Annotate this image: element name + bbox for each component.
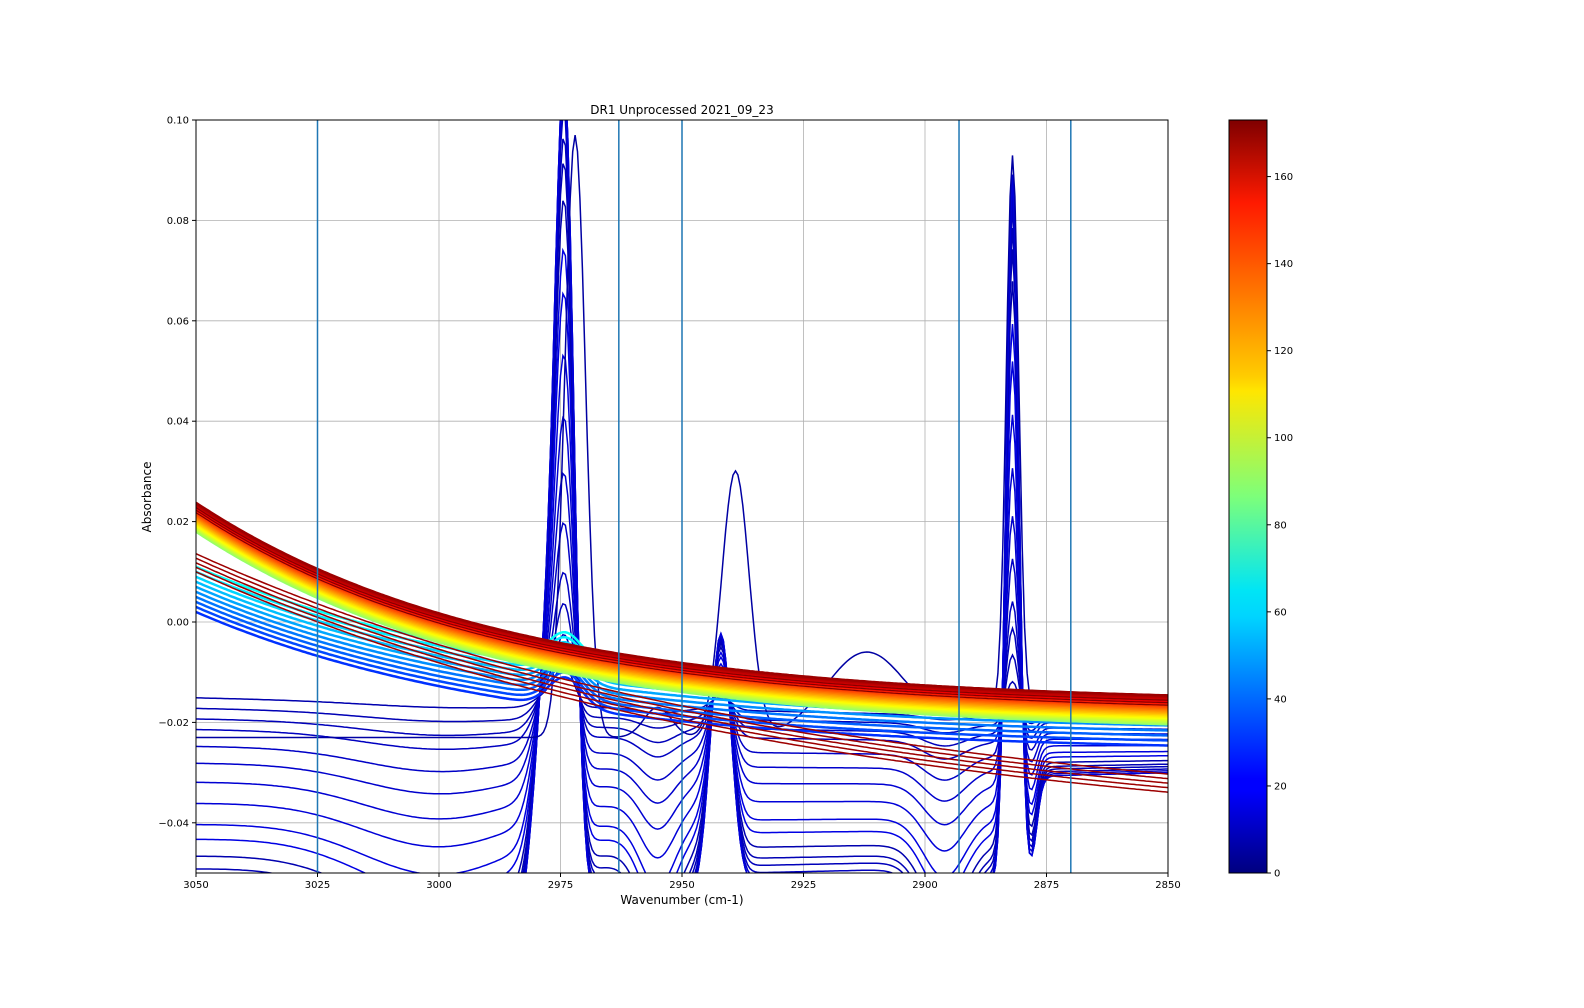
x-tick-label: 3025 xyxy=(305,880,330,891)
y-axis-ticks: −0.04 −0.02 0.00 0.02 0.04 0.06 0.08 0.10 xyxy=(158,116,196,829)
x-tick-label: 3000 xyxy=(426,880,451,891)
x-tick-label: 2925 xyxy=(791,880,816,891)
y-tick-label: 0.06 xyxy=(167,316,189,327)
y-tick-label: −0.04 xyxy=(158,818,189,829)
y-tick-label: 0.04 xyxy=(167,417,189,428)
x-axis-label: Wavenumber (cm-1) xyxy=(620,893,743,907)
colorbar-tick-label: 160 xyxy=(1274,172,1293,183)
colorbar-tick-label: 140 xyxy=(1274,259,1293,270)
y-tick-label: −0.02 xyxy=(158,718,189,729)
x-tick-label: 3050 xyxy=(183,880,208,891)
spectrum-line xyxy=(525,120,1168,873)
x-tick-label: 2900 xyxy=(912,880,937,891)
y-axis-label: Absorbance xyxy=(140,462,154,533)
marker-lines xyxy=(316,120,1072,873)
x-axis-ticks: 3050 3025 3000 2975 2950 2925 2900 2875 2850 xyxy=(183,873,1181,891)
colorbar-tick-label: 0 xyxy=(1274,869,1280,880)
colorbar-tick-label: 80 xyxy=(1274,520,1287,531)
colorbar-tick-label: 100 xyxy=(1274,433,1293,444)
colorbar: 0 20 40 60 80 100 120 140 160 xyxy=(1228,119,1293,880)
colorbar-tick-label: 20 xyxy=(1274,781,1287,792)
y-tick-label: 0.08 xyxy=(167,216,189,227)
y-tick-label: 0.00 xyxy=(167,618,189,629)
chart-title: DR1 Unprocessed 2021_09_23 xyxy=(590,103,773,117)
colorbar-tick-label: 120 xyxy=(1274,346,1293,357)
x-tick-label: 2850 xyxy=(1155,880,1180,891)
colorbar-gradient xyxy=(1228,119,1268,874)
y-tick-label: 0.02 xyxy=(167,517,189,528)
y-tick-label: 0.10 xyxy=(167,116,189,127)
colorbar-ticks: 0 20 40 60 80 100 120 140 160 xyxy=(1267,172,1293,880)
x-tick-label: 2975 xyxy=(548,880,573,891)
colorbar-tick-label: 60 xyxy=(1274,607,1287,618)
colorbar-tick-label: 40 xyxy=(1274,694,1287,705)
x-tick-label: 2950 xyxy=(669,880,694,891)
x-tick-label: 2875 xyxy=(1034,880,1059,891)
